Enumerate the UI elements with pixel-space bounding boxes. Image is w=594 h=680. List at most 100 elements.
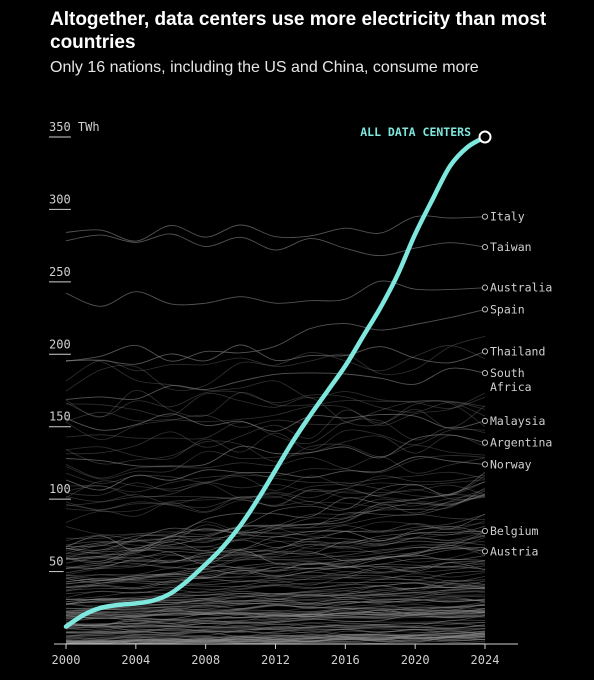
country-line-taiwan [65,233,486,257]
country-line [65,592,486,600]
country-line [65,484,486,506]
country-line [65,336,486,382]
country-line [65,544,486,592]
country-line [65,554,486,584]
country-line [65,405,486,429]
country-line [65,629,486,640]
x-tick-label: 2016 [331,653,360,667]
country-label: Thailand [490,344,545,358]
country-end-marker [481,213,489,220]
country-line [65,628,486,635]
country-line [65,584,486,601]
country-line [65,455,486,479]
country-line [65,603,486,621]
country-line [65,440,486,465]
country-line [65,428,486,460]
country-line [65,490,486,554]
country-line [65,609,486,627]
country-line [65,615,486,629]
country-line [65,624,486,635]
country-label: Argentina [490,436,552,450]
country-line [65,628,486,637]
country-line [65,547,486,564]
country-line-south-africa [65,367,486,400]
country-lines [65,336,486,644]
country-line [65,482,486,500]
country-line-australia [65,280,486,307]
country-line [65,531,486,579]
country-line [65,622,486,629]
country-line [65,535,486,560]
country-line [65,537,486,576]
country-line [65,588,486,614]
country-line [65,619,486,634]
country-line [65,456,486,493]
country-line [65,561,486,589]
x-tick-label: 2020 [401,653,430,667]
country-line [65,615,486,628]
country-line [65,631,486,638]
country-line [65,632,486,644]
labeled-country-lines: Italy Taiwan Australia Spain Thailand South Af… [65,210,552,566]
country-line [65,560,486,569]
country-line [65,493,486,547]
country-line [65,570,486,583]
country-line [65,418,486,445]
country-line [65,489,486,559]
country-line [65,471,486,511]
country-line [65,630,486,643]
country-label: Belgium [490,524,539,538]
country-line-italy [65,215,486,242]
country-line [65,526,486,574]
country-line [65,634,486,644]
country-line [65,575,486,590]
country-line [65,576,486,591]
country-line [65,400,486,441]
country-line-austria [65,547,486,566]
country-line [65,614,486,631]
country-line [65,611,486,628]
country-label: Austria [490,544,538,558]
country-line [65,634,486,644]
highlight-series: ALL DATA CENTERS [63,125,492,629]
country-end-marker [481,243,489,251]
country-line [65,604,486,621]
country-line [65,637,486,643]
country-line [65,475,486,496]
country-line [65,608,486,620]
country-line [65,630,486,641]
country-line [65,389,486,418]
axes: 2000 2004 2008 2012 2016 2020 2024 50 100 150 200 2… [49,120,518,667]
country-line [65,490,486,513]
y-tick-label: 50 [49,555,63,569]
country-line [65,634,486,644]
country-line [65,622,486,632]
country-line [65,596,486,605]
country-label: Italy [490,210,525,224]
country-end-marker [481,461,489,468]
y-tick-label: 350 TWh [49,120,100,134]
country-label: Spain [490,302,525,316]
country-line [65,535,486,569]
country-line [65,359,486,409]
all-data-centers-end-marker [478,130,492,144]
country-line [65,637,486,644]
country-line-argentina [65,434,486,467]
country-line [65,521,486,536]
country-line [65,534,486,556]
country-line [65,558,486,581]
country-end-marker [481,417,489,425]
country-line [65,565,486,584]
country-line [65,390,486,418]
country-line [65,514,486,554]
country-line [65,494,486,513]
country-line [65,565,486,600]
country-end-marker [481,348,489,355]
country-line [65,606,486,615]
country-end-marker [481,548,489,555]
country-line [65,532,486,560]
country-line-malaysia [65,413,486,432]
country-line [65,513,486,546]
country-line [65,604,486,627]
